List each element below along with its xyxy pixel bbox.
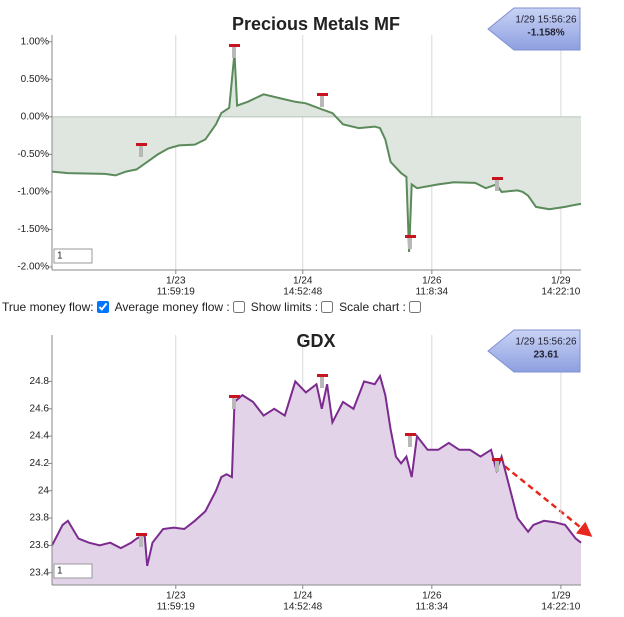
flag-stem [139,145,143,157]
area-fill [52,53,581,252]
x-tick-label: 1/24 [293,276,313,287]
input-box [53,248,93,264]
x-tick-label: 11:8:34 [416,287,449,298]
flag [405,235,416,238]
y-tick-label: 24.6 [30,403,50,414]
x-tick-label: 14:52:48 [283,602,322,613]
y-tick-label: -1.50% [17,224,49,235]
flag-stem [232,46,236,58]
chart-title: Precious Metals MF [232,14,400,34]
control-label: True money flow: [2,300,94,314]
flag-stem [408,237,412,249]
flag [136,533,147,536]
controls: True money flow: Average money flow : Sh… [2,300,427,314]
x-tick-label: 1/23 [166,591,186,602]
flag-stem [408,435,412,447]
flag-stem [320,376,324,388]
x-tick-label: 14:52:48 [283,287,322,298]
checkbox[interactable] [321,301,334,313]
y-tick-label: -1.00% [17,187,49,198]
x-tick-label: 1/24 [293,591,313,602]
x-tick-label: 1/26 [422,591,442,602]
x-tick-label: 1/29 [551,276,571,287]
checkbox[interactable] [408,301,421,313]
y-tick-label: 0.50% [21,74,49,85]
y-tick-label: 23.6 [30,540,50,551]
y-tick-label: -0.50% [17,149,49,160]
checkbox[interactable] [232,301,245,313]
y-tick-label: 24.8 [30,376,50,387]
chart-panel: 1/2311:59:191/2414:52:481/2611:8:341/291… [17,7,582,298]
y-tick-label: 23.8 [30,513,50,524]
x-tick-label: 1/23 [166,276,186,287]
y-tick-label: 24.4 [30,431,50,442]
y-tick-label: 24 [38,485,50,496]
x-tick-label: 1/29 [551,591,571,602]
input-value: 1 [57,251,63,262]
flag [317,374,328,377]
flag-stem [232,397,236,409]
y-tick-label: 1.00% [21,36,49,47]
x-tick-label: 11:59:19 [157,602,196,613]
flag [492,458,503,461]
control-label: Show limits : [250,300,319,314]
flag [136,143,147,146]
flag [405,433,416,436]
x-tick-label: 11:8:34 [416,602,449,613]
flag-stem [495,179,499,191]
y-tick-label: 23.4 [30,567,50,578]
info-date: 1/29 15:56:26 [515,15,577,26]
flag [229,395,240,398]
line [51,373,582,567]
chart-panel: 1/2311:59:191/2414:52:481/2611:8:341/291… [30,329,582,613]
line [51,52,582,253]
input-value: 1 [57,566,63,577]
flag-stem [139,535,143,547]
flag [317,93,328,96]
flag [229,44,240,47]
info-value: -1.158% [527,28,564,39]
info-date: 1/29 15:56:26 [515,337,577,348]
y-tick-label: 0.00% [21,111,49,122]
x-tick-label: 1/26 [422,276,442,287]
flag [492,177,503,180]
input-box [53,563,93,579]
flag-stem [320,95,324,107]
x-tick-label: 14:22:10 [541,287,580,298]
area-fill [52,376,581,585]
control-label: Average money flow : [114,300,230,314]
chart-title: GDX [296,331,335,351]
y-tick-label: -2.00% [17,262,49,273]
x-tick-label: 11:59:19 [157,287,196,298]
y-tick-label: 24.2 [30,458,50,469]
flag-stem [495,460,499,472]
control-label: Scale chart : [339,300,406,314]
info-value: 23.61 [533,350,558,361]
info-box [487,329,581,373]
checkbox[interactable] [96,301,109,313]
info-box [487,7,581,51]
x-tick-label: 14:22:10 [541,602,580,613]
